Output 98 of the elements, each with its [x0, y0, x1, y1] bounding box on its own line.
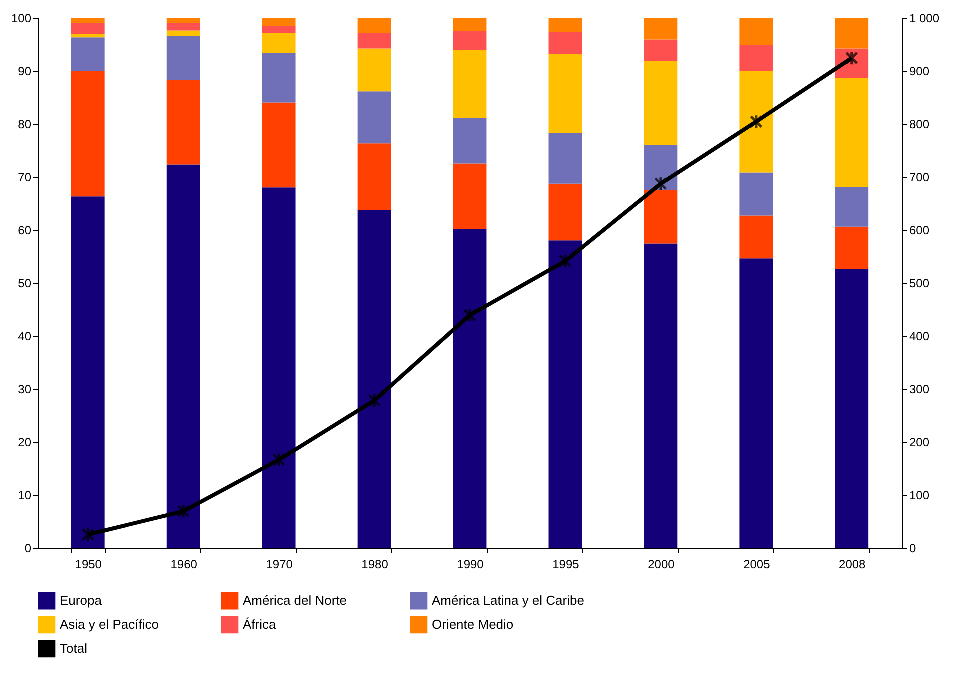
point — [272, 452, 286, 468]
y2-tick-label: 800 — [910, 118, 930, 132]
bar — [358, 92, 392, 144]
bar — [835, 269, 869, 548]
y2-tick-label: 100 — [910, 488, 930, 502]
point — [368, 393, 382, 408]
y2-tick-label: 1 000 — [910, 12, 940, 26]
legend-label: Europa — [60, 593, 103, 608]
bar — [71, 34, 105, 38]
x-tick-label: 1995 — [552, 558, 580, 572]
bar — [71, 18, 105, 24]
bar — [358, 18, 392, 34]
x-tick-label: 1960 — [170, 558, 198, 572]
x-tick-label: 1970 — [266, 558, 294, 572]
bar — [262, 52, 296, 103]
y-tick-label: 30 — [18, 382, 32, 396]
x-tick-label: 2000 — [648, 558, 676, 572]
bar — [548, 134, 582, 184]
bar — [548, 32, 582, 54]
bar — [358, 144, 392, 210]
bar — [166, 80, 200, 165]
bar — [166, 164, 200, 548]
y2-tick-label: 0 — [910, 542, 916, 556]
bar — [166, 23, 200, 31]
bar — [358, 210, 392, 548]
y2-tick-label: 200 — [910, 436, 930, 450]
legend-label: América del Norte — [243, 593, 348, 608]
legend-label: Oriente Medio — [432, 617, 514, 632]
bar — [71, 38, 105, 71]
y-tick-label: 80 — [18, 118, 32, 132]
x-tick-label: 1990 — [457, 558, 484, 572]
y2-tick-label: 900 — [910, 64, 930, 78]
bar — [740, 46, 774, 72]
point — [654, 176, 668, 192]
bar — [644, 61, 678, 146]
bar — [358, 48, 392, 92]
bar — [71, 23, 105, 34]
bar — [740, 216, 774, 259]
bar — [71, 71, 105, 197]
x-tick-label: 1980 — [362, 558, 389, 572]
point — [750, 114, 763, 130]
point — [177, 504, 190, 519]
legend-label: África — [243, 617, 277, 632]
bar — [262, 188, 296, 548]
bar — [262, 33, 296, 53]
bar — [548, 18, 582, 32]
bar — [358, 33, 392, 49]
y-tick-label: 40 — [18, 330, 32, 344]
bar — [835, 226, 869, 270]
bar — [644, 40, 678, 62]
bar — [740, 172, 774, 216]
y-tick-label: 100 — [11, 12, 32, 26]
bar — [740, 258, 774, 548]
bar — [548, 240, 582, 548]
y2-tick-label: 400 — [910, 330, 930, 344]
point — [558, 254, 572, 269]
bar — [453, 31, 487, 50]
bar — [740, 18, 774, 46]
y-tick-label: 10 — [18, 488, 32, 502]
bar — [453, 118, 487, 164]
y2-tick-label: 600 — [910, 224, 930, 238]
bar — [548, 184, 582, 241]
y2-tick-label: 700 — [910, 170, 930, 184]
point — [82, 527, 95, 542]
point — [464, 308, 476, 323]
y-tick-label: 90 — [18, 64, 32, 78]
bar — [262, 18, 296, 26]
y-tick-label: 0 — [24, 542, 32, 556]
bar — [453, 229, 487, 548]
legend-label: Asia y el Pacífico — [60, 617, 159, 632]
y-tick-label: 20 — [18, 436, 32, 450]
legend-label: América Latina y el Caribe — [432, 593, 584, 608]
bar — [835, 187, 869, 227]
bar — [740, 72, 774, 173]
bar — [644, 244, 678, 548]
x-tick-label: 1950 — [75, 558, 102, 572]
x-tick-label: 2005 — [744, 558, 771, 572]
y-tick-label: 50 — [18, 276, 32, 290]
bar — [835, 78, 869, 188]
y2-tick-label: 500 — [910, 276, 930, 290]
y2-tick-label: 300 — [910, 382, 930, 396]
bar — [71, 196, 105, 548]
bar — [262, 102, 296, 188]
legend-label: Total — [60, 641, 88, 656]
bar — [548, 54, 582, 134]
x-tick-label: 2008 — [839, 558, 866, 572]
bar — [835, 18, 869, 49]
y-tick-label: 70 — [18, 170, 32, 184]
bar — [453, 50, 487, 118]
bar — [262, 26, 296, 34]
y-tick-label: 60 — [18, 224, 32, 238]
bar — [453, 164, 487, 230]
bar — [453, 18, 487, 32]
bar — [166, 30, 200, 37]
bar — [166, 36, 200, 81]
bar — [644, 190, 678, 244]
bar — [166, 18, 200, 24]
bar — [644, 18, 678, 40]
